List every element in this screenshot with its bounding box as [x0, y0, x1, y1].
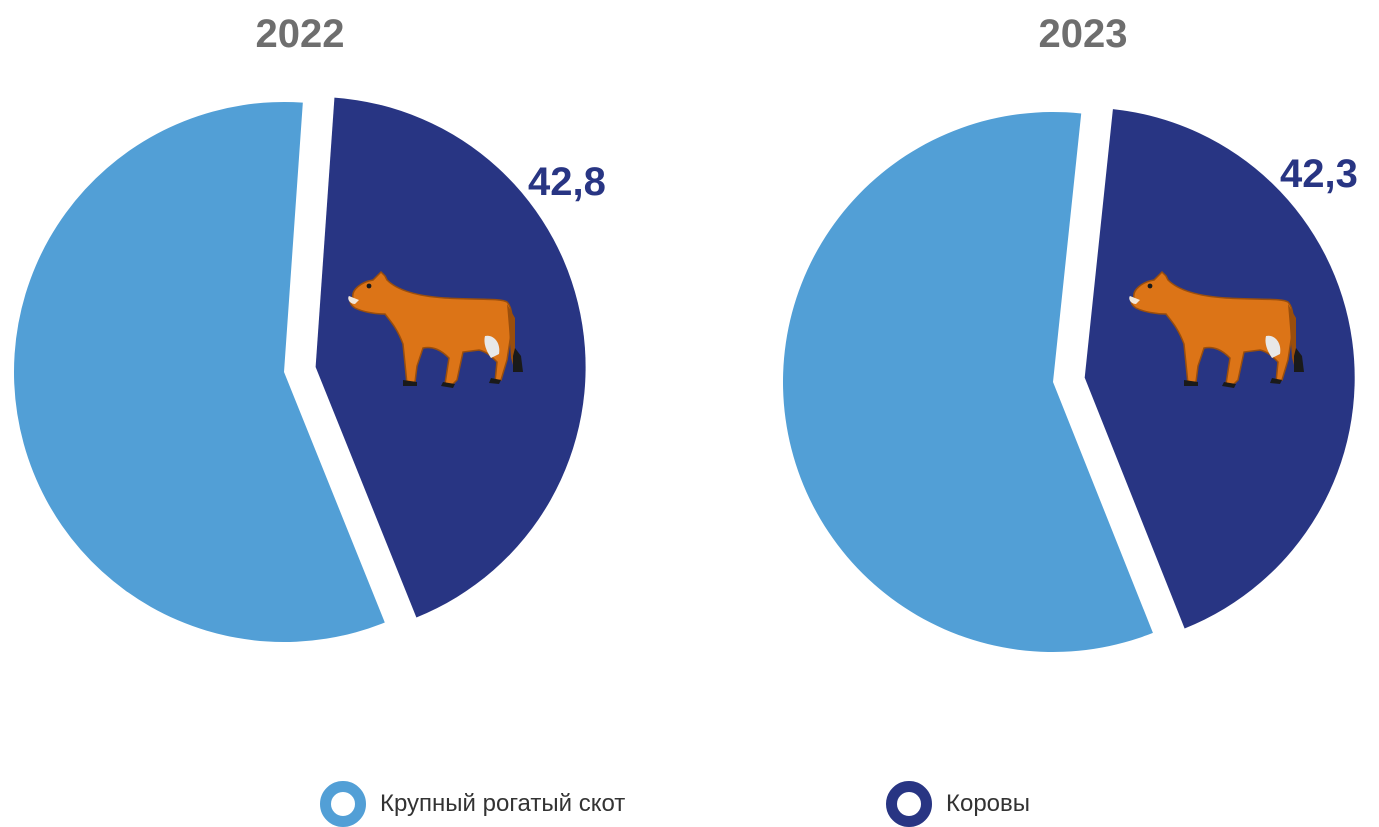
legend-swatch-cows	[886, 781, 932, 827]
pie-chart-2023	[782, 109, 1355, 653]
pie-slice-2022-cattle	[13, 102, 385, 643]
cow-icon	[348, 270, 523, 388]
slice-label-2023-cows: 42,3	[1280, 152, 1358, 196]
legend-label-cows: Коровы	[946, 790, 1031, 817]
legend-item-cows: Коровы	[886, 781, 1030, 827]
slice-label-2022-cows: 42,8	[528, 160, 606, 204]
pie-title-2022: 2022	[255, 12, 345, 56]
cow-icon	[1129, 270, 1304, 388]
legend-swatch-cattle	[320, 781, 366, 827]
legend-label-cattle: Крупный рогатый скот	[380, 790, 626, 817]
pie-title-2023: 2023	[1038, 12, 1128, 56]
legend-item-cattle: Крупный рогатый скот	[320, 781, 625, 827]
pie-slice-2023-cows	[1084, 109, 1355, 629]
pie-slice-2023-cattle	[782, 112, 1153, 653]
